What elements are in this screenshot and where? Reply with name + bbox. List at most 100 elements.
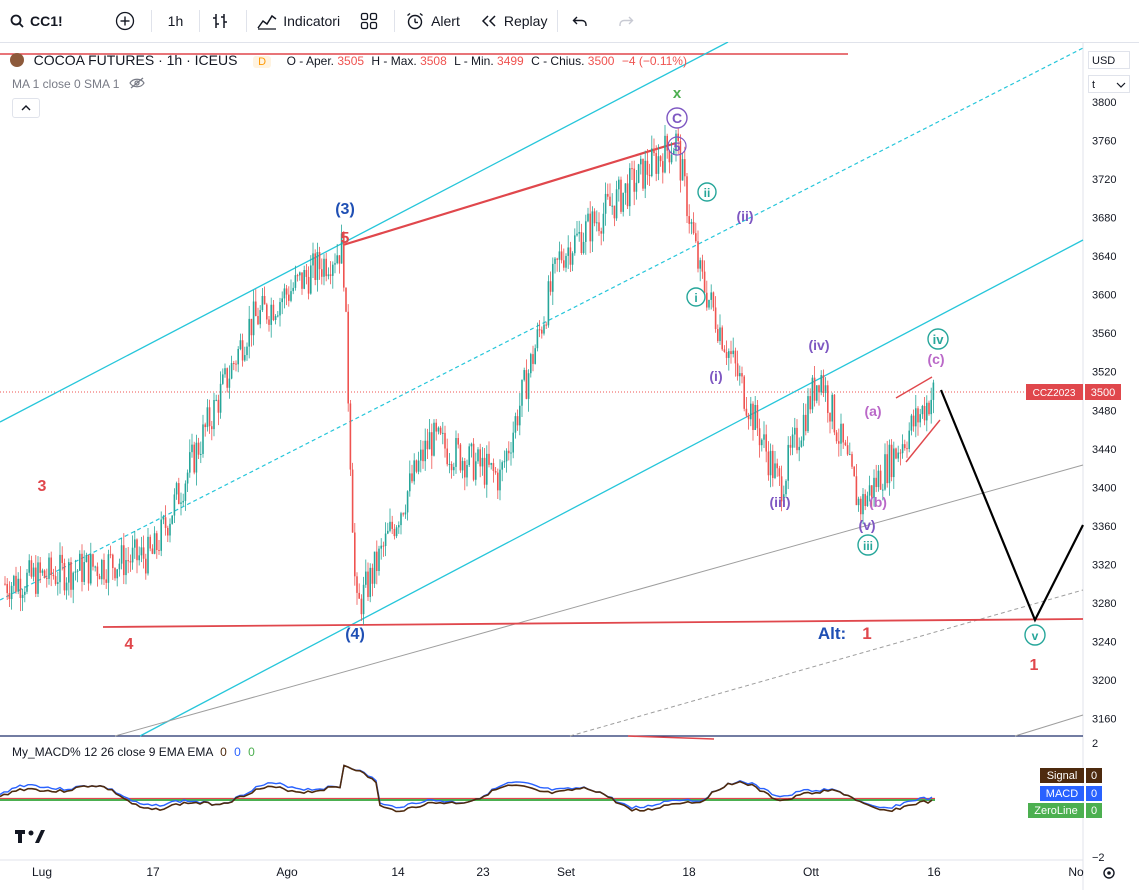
candle-body — [349, 403, 352, 470]
candle-body — [802, 414, 805, 441]
candle-body — [204, 424, 206, 428]
alert-button[interactable]: Alert — [395, 0, 470, 42]
undo-button[interactable] — [558, 0, 608, 42]
chart-type-button[interactable] — [200, 0, 246, 42]
legend-title: COCOA FUTURES · 1h · ICEUS — [33, 52, 238, 68]
candle-body — [380, 545, 382, 549]
candle-body — [717, 329, 719, 342]
candle-body — [435, 422, 437, 432]
ma-legend[interactable]: MA 1 close 0 SMA 1 — [12, 77, 145, 91]
wave-iv-circle — [927, 328, 949, 350]
price-tick-label: 3200 — [1092, 675, 1116, 687]
interval-button[interactable]: 1h — [152, 0, 200, 42]
candle-body — [921, 405, 924, 415]
candle-body — [329, 274, 332, 276]
candle-body — [774, 463, 776, 478]
toolbar-divider — [199, 10, 201, 32]
compare-button[interactable] — [73, 0, 151, 42]
candle-body — [270, 304, 272, 325]
candle-body — [536, 329, 539, 349]
candle-body — [178, 483, 180, 504]
legend-badge: D — [253, 56, 272, 68]
candle-body — [332, 264, 334, 276]
last-price-text: 3500 — [1091, 387, 1115, 399]
candle-body — [607, 193, 609, 197]
candle-body — [345, 287, 347, 312]
price-tick-label: 3400 — [1092, 482, 1116, 494]
candle-body — [28, 560, 30, 573]
candle-body — [10, 585, 13, 600]
price-chart[interactable]: 3800376037203680364036003560352034803440… — [0, 42, 1139, 890]
currency-label: USD — [1092, 55, 1116, 67]
candle-body — [239, 340, 242, 350]
macd-tag-value: 0 — [1091, 788, 1097, 800]
redo-button[interactable] — [608, 0, 650, 42]
gear-icon[interactable] — [1103, 867, 1115, 879]
candle-body — [186, 472, 189, 484]
candles-group — [4, 125, 935, 625]
candle-body — [318, 252, 321, 270]
macd-tag-label: MACD — [1046, 788, 1078, 800]
close-value: 3500 — [587, 54, 615, 68]
symbol-search[interactable]: CC1! — [0, 0, 73, 42]
candle-body — [338, 255, 341, 264]
candle-body — [778, 468, 781, 477]
candle-body — [437, 427, 440, 432]
open-value: 3505 — [337, 54, 365, 68]
candle-body — [325, 258, 327, 277]
candle-body — [32, 567, 35, 577]
indicators-button[interactable]: Indicatori — [247, 0, 350, 42]
signal-tag-label: Signal — [1047, 770, 1078, 782]
candle-body — [76, 570, 79, 572]
currency-select[interactable]: USD — [1088, 51, 1130, 69]
candle-body — [464, 461, 466, 478]
unit-select[interactable]: t — [1088, 75, 1130, 93]
candle-body — [145, 558, 147, 574]
candle-body — [860, 498, 862, 515]
candle-body — [549, 281, 552, 292]
macd-legend-text: My_MACD% 12 26 close 9 EMA EMA — [12, 745, 213, 759]
candle-body — [50, 557, 52, 575]
candle-body — [230, 363, 233, 379]
candle-body — [316, 252, 319, 280]
candle-body — [466, 465, 468, 478]
candle-body — [391, 521, 393, 529]
eye-off-icon[interactable] — [129, 77, 145, 89]
candle-body — [893, 448, 895, 478]
candle-body — [833, 394, 836, 433]
candle-body — [79, 553, 81, 571]
macd-signal-line — [0, 764, 933, 813]
change-value: −4 (−0.11%) — [621, 54, 687, 68]
candle-body — [444, 432, 446, 449]
last-symbol-tag — [1026, 384, 1083, 400]
candle-body — [158, 549, 160, 551]
wave-3-paren: (3) — [335, 201, 355, 218]
collapse-legend-button[interactable] — [12, 98, 40, 118]
signal-tag — [1040, 768, 1084, 783]
wave-5-red: 5 — [341, 230, 350, 247]
candle-body — [648, 174, 651, 177]
wedge-upper — [895, 376, 933, 399]
candle-body — [70, 562, 72, 590]
candle-body — [818, 385, 820, 393]
trend-line-grey-lower — [1014, 714, 1084, 737]
rewind-icon — [481, 15, 496, 27]
candle-body — [285, 288, 288, 295]
candle-body — [431, 432, 433, 456]
candle-body — [857, 498, 860, 506]
candle-body — [626, 183, 629, 207]
candle-body — [646, 160, 649, 175]
candle-body — [244, 355, 246, 361]
templates-button[interactable] — [350, 0, 394, 42]
replay-button[interactable]: Replay — [470, 0, 558, 42]
candle-body — [739, 373, 741, 377]
candle-body — [305, 269, 308, 277]
toolbar-divider — [246, 10, 248, 32]
candle-body — [633, 168, 635, 192]
wave-5-circle — [667, 136, 687, 156]
candle-body — [525, 370, 528, 399]
candle-body — [703, 271, 706, 293]
wave-v-circled: v — [1032, 629, 1039, 643]
candle-body — [400, 513, 402, 526]
candle-body — [206, 407, 209, 428]
